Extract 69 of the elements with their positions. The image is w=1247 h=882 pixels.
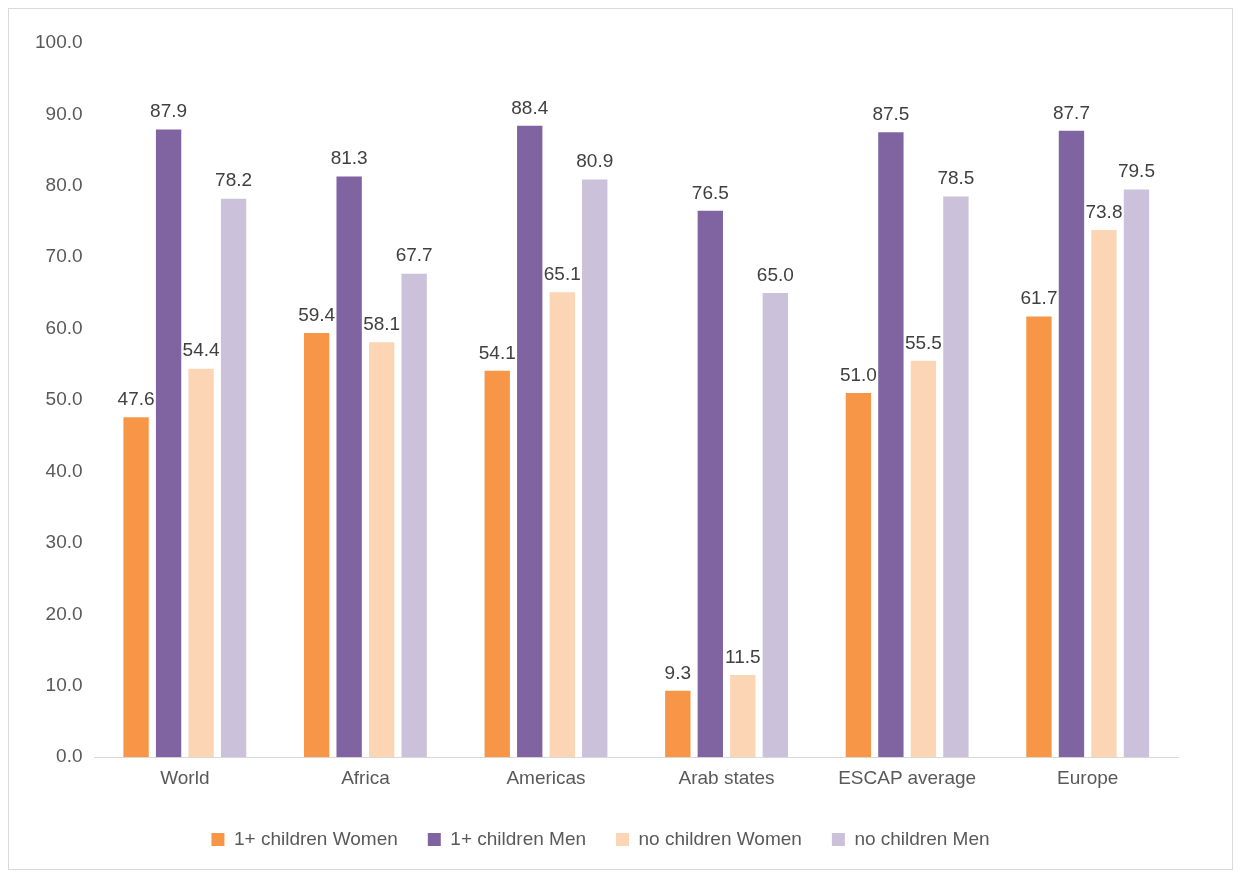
bar xyxy=(336,176,362,758)
y-tick-label: 30.0 xyxy=(45,531,83,553)
legend-label: 1+ children Women xyxy=(233,827,398,849)
x-tick-label: Europe xyxy=(1057,766,1119,788)
bar xyxy=(1026,316,1052,758)
data-label: 67.7 xyxy=(395,244,433,266)
data-label: 87.9 xyxy=(150,100,188,122)
bar xyxy=(730,675,756,758)
y-tick-label: 60.0 xyxy=(45,316,83,338)
bar xyxy=(697,210,723,758)
data-label: 76.5 xyxy=(691,181,729,203)
data-label: 55.5 xyxy=(904,331,942,353)
bar xyxy=(549,292,575,758)
bar xyxy=(910,360,937,758)
bar xyxy=(368,342,395,758)
y-tick-label: 20.0 xyxy=(45,602,83,624)
data-label: 65.0 xyxy=(756,263,794,285)
bar xyxy=(220,198,247,758)
y-tick-label: 40.0 xyxy=(45,459,83,481)
bar xyxy=(123,417,149,758)
data-label: 73.8 xyxy=(1085,200,1123,222)
data-label: 78.2 xyxy=(215,169,253,191)
x-tick-label: World xyxy=(160,766,210,788)
data-label: 80.9 xyxy=(576,150,614,172)
data-label: 51.0 xyxy=(839,363,877,385)
y-tick-label: 0.0 xyxy=(56,745,83,767)
data-label: 54.4 xyxy=(182,339,221,361)
y-tick-label: 100.0 xyxy=(35,31,83,53)
data-label: 87.5 xyxy=(872,103,910,125)
y-tick-label: 70.0 xyxy=(45,245,83,267)
data-label: 87.7 xyxy=(1052,101,1090,123)
data-label: 47.6 xyxy=(117,387,155,409)
bar xyxy=(303,332,330,758)
data-label: 78.5 xyxy=(937,167,975,189)
x-tick-label: Arab states xyxy=(678,766,775,788)
legend-label: no children Women xyxy=(638,827,802,849)
y-tick-label: 10.0 xyxy=(45,674,83,696)
y-tick-label: 80.0 xyxy=(45,174,83,196)
bar xyxy=(517,125,543,758)
data-label: 88.4 xyxy=(511,96,549,118)
bar xyxy=(878,132,904,758)
bar xyxy=(1123,189,1150,758)
data-label: 9.3 xyxy=(664,661,692,683)
data-label: 58.1 xyxy=(363,312,401,334)
bar xyxy=(401,273,427,758)
data-label: 61.7 xyxy=(1020,287,1058,309)
bar xyxy=(845,392,872,758)
bar xyxy=(188,368,214,758)
x-tick-label: Americas xyxy=(506,766,586,788)
data-label: 59.4 xyxy=(298,303,336,325)
bar xyxy=(484,370,510,758)
y-tick-label: 90.0 xyxy=(45,102,83,124)
bar xyxy=(1091,230,1117,758)
data-label: 54.1 xyxy=(478,341,516,363)
y-tick-label: 50.0 xyxy=(45,388,83,410)
bar xyxy=(582,179,608,758)
legend-label: 1+ children Men xyxy=(450,827,587,849)
bar xyxy=(155,129,182,758)
data-label: 81.3 xyxy=(330,147,368,169)
bar xyxy=(1058,130,1085,758)
legend-label: no children Men xyxy=(854,827,990,849)
x-tick-label: Africa xyxy=(341,766,391,788)
data-label: 65.1 xyxy=(543,262,581,284)
bar xyxy=(762,292,788,758)
data-label: 11.5 xyxy=(725,645,761,667)
data-label: 79.5 xyxy=(1117,160,1155,182)
bar xyxy=(943,196,969,758)
bar xyxy=(665,690,691,758)
x-tick-label: ESCAP average xyxy=(838,766,977,788)
